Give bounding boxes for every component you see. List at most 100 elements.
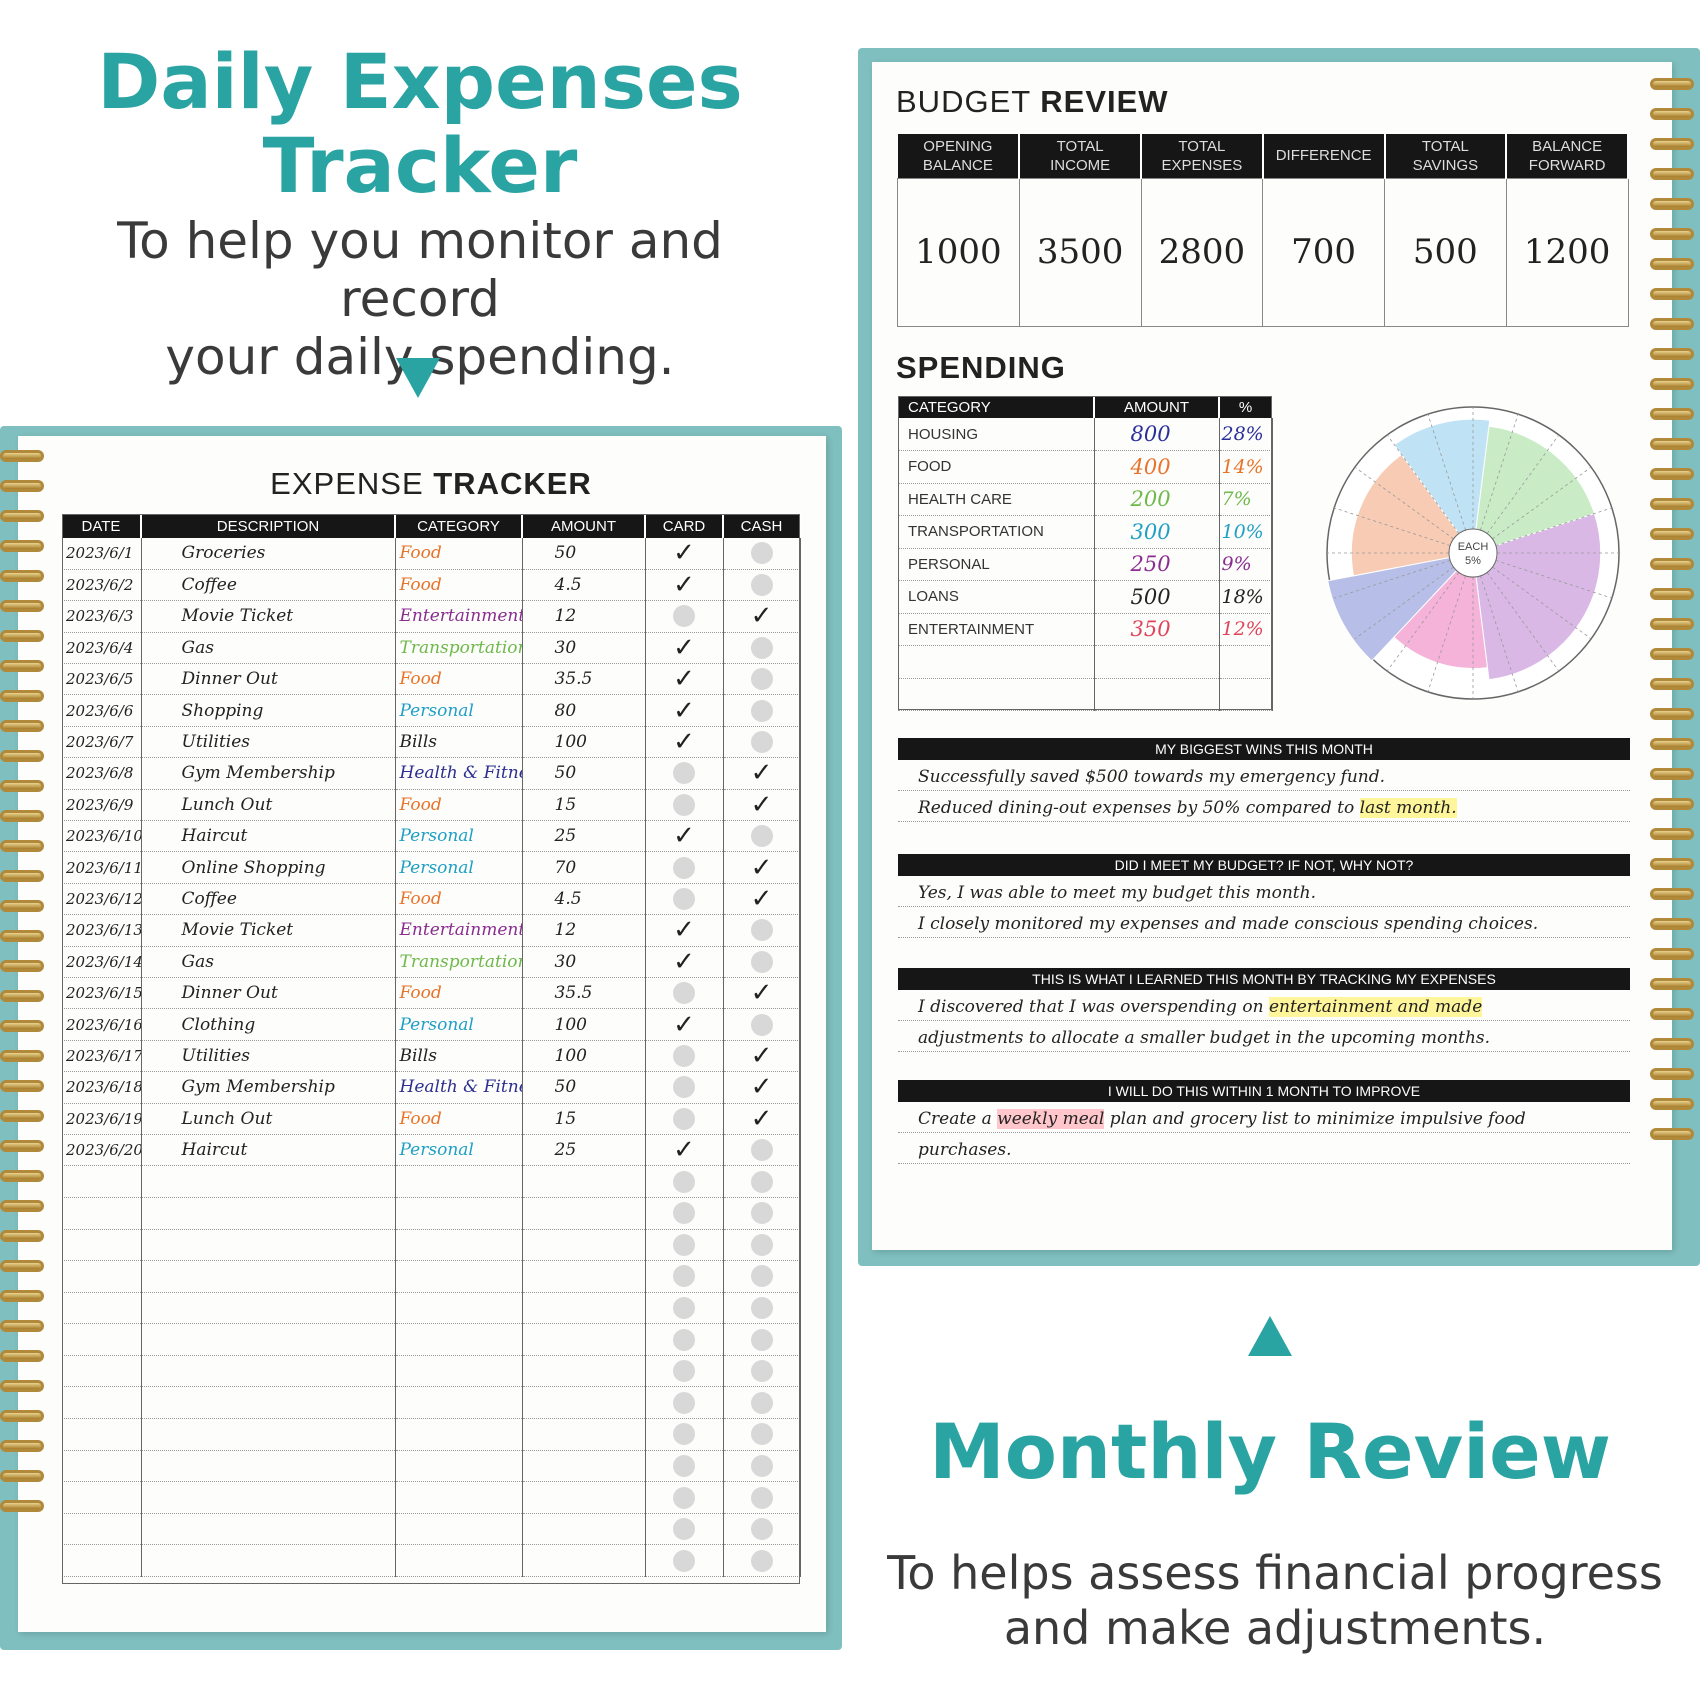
checkmark-icon: ✓ xyxy=(750,1072,773,1103)
cash-cell xyxy=(723,1544,801,1578)
empty-circle-icon xyxy=(673,1265,695,1288)
description-cell: Lunch Out xyxy=(141,789,396,822)
description-cell: Online Shopping xyxy=(141,851,396,884)
card-cell xyxy=(645,977,724,1010)
table-row: 2023/6/14 Gas Transportation 30 ✓ xyxy=(62,946,801,978)
spiral-ring-icon xyxy=(1650,288,1694,300)
section-answer-line: Successfully saved $500 towards my emerg… xyxy=(898,760,1630,791)
spending-category-cell: TRANSPORTATION xyxy=(898,515,1095,549)
empty-circle-icon xyxy=(750,574,773,597)
card-cell xyxy=(645,1040,724,1073)
spiral-ring-icon xyxy=(1650,348,1694,360)
empty-cell xyxy=(522,1544,646,1578)
empty-cell xyxy=(395,1229,523,1262)
cash-cell xyxy=(723,1229,801,1262)
empty-circle-icon xyxy=(673,605,695,628)
left-headline: Daily Expenses Tracker xyxy=(40,40,800,208)
budget-review-title: BUDGET REVIEW xyxy=(896,84,1169,120)
category-cell: Bills xyxy=(395,1040,523,1073)
highlighted-text: last month. xyxy=(1359,798,1457,818)
wheel-gridline xyxy=(1427,414,1466,531)
empty-circle-icon xyxy=(673,856,695,879)
spending-percent-cell: 9% xyxy=(1219,548,1273,581)
section-answer-line: I closely monitored my expenses and made… xyxy=(898,907,1630,938)
table-row: 2023/6/6 Shopping Personal 80 ✓ xyxy=(62,694,801,727)
spiral-ring-icon xyxy=(1650,648,1694,660)
table-row: 2023/6/2 Coffee Food 4.5 ✓ xyxy=(62,569,801,602)
empty-circle-icon xyxy=(750,731,773,754)
budget-header-line1: TOTAL xyxy=(1178,137,1226,155)
column-header: DATE xyxy=(62,514,142,538)
empty-cell xyxy=(62,1229,142,1262)
spending-category-cell: PERSONAL xyxy=(898,548,1095,581)
amount-cell: 25 xyxy=(522,1134,646,1167)
empty-circle-icon xyxy=(750,950,773,973)
cash-cell: ✓ xyxy=(723,1103,801,1135)
checkmark-icon: ✓ xyxy=(673,946,695,977)
empty-cell xyxy=(62,1260,142,1293)
empty-cell xyxy=(395,1197,523,1230)
spending-percent-cell: 14% xyxy=(1219,450,1273,484)
description-cell: Coffee xyxy=(141,569,396,602)
cash-cell: ✓ xyxy=(723,851,801,884)
spending-row: HEALTH CARE 200 7% xyxy=(898,483,1273,516)
spending-amount-cell: 500 xyxy=(1094,580,1220,614)
spiral-ring-icon xyxy=(0,1380,44,1392)
card-cell xyxy=(645,789,724,822)
empty-cell xyxy=(141,1513,396,1546)
empty-cell xyxy=(522,1450,646,1483)
empty-cell xyxy=(898,645,1095,679)
spiral-ring-icon xyxy=(0,1500,44,1512)
checkmark-icon: ✓ xyxy=(673,727,695,758)
checkmark-icon: ✓ xyxy=(673,538,695,569)
section-title-bar: MY BIGGEST WINS THIS MONTH xyxy=(898,738,1630,760)
spiral-ring-icon xyxy=(0,930,44,942)
date-cell: 2023/6/9 xyxy=(62,789,142,822)
budget-header-line2: FORWARD xyxy=(1528,156,1606,174)
answer-text: Create a xyxy=(918,1109,998,1129)
answer-text: Yes, I was able to meet my budget this m… xyxy=(918,883,1316,903)
amount-cell: 50 xyxy=(522,538,646,570)
checkmark-icon: ✓ xyxy=(673,570,695,601)
empty-circle-icon xyxy=(750,1391,773,1414)
spiral-ring-icon xyxy=(1650,828,1694,840)
table-row: 2023/6/1 Groceries Food 50 ✓ xyxy=(62,538,801,570)
table-row: 2023/6/13 Movie Ticket Entertainment 12 ✓ xyxy=(62,914,801,947)
empty-cell xyxy=(522,1323,646,1356)
spiral-ring-icon xyxy=(0,1110,44,1122)
spending-row: PERSONAL 250 9% xyxy=(898,548,1273,581)
card-cell xyxy=(645,851,724,884)
spending-column-header: AMOUNT xyxy=(1094,396,1220,418)
card-cell: ✓ xyxy=(645,569,724,602)
table-row: 2023/6/9 Lunch Out Food 15 ✓ xyxy=(62,789,801,822)
card-cell: ✓ xyxy=(645,632,724,665)
empty-circle-icon xyxy=(673,1202,695,1225)
amount-cell: 100 xyxy=(522,726,646,759)
empty-table-row xyxy=(62,1450,801,1483)
card-cell: ✓ xyxy=(645,1134,724,1167)
empty-circle-icon xyxy=(750,1549,773,1572)
empty-cell xyxy=(395,1165,523,1198)
right-subheading-line2: and make adjustments. xyxy=(1003,1601,1547,1655)
date-cell: 2023/6/3 xyxy=(62,600,142,633)
cash-cell xyxy=(723,569,801,602)
spending-wheel-chart: EACH 5% xyxy=(1326,406,1620,700)
empty-circle-icon xyxy=(673,1486,695,1509)
cash-cell xyxy=(723,914,801,947)
empty-circle-icon xyxy=(673,1549,695,1572)
cash-cell xyxy=(723,1386,801,1420)
empty-cell xyxy=(522,1513,646,1546)
spiral-ring-icon xyxy=(1650,588,1694,600)
empty-cell xyxy=(522,1165,646,1198)
amount-cell: 50 xyxy=(522,1071,646,1104)
empty-cell xyxy=(522,1197,646,1230)
section-answer-line: Reduced dining-out expenses by 50% compa… xyxy=(898,791,1630,822)
cash-cell xyxy=(723,663,801,696)
spending-amount-cell: 350 xyxy=(1094,613,1220,646)
empty-cell xyxy=(141,1292,396,1325)
category-cell: Food xyxy=(395,1103,523,1135)
budget-header-line2: SAVINGS xyxy=(1412,156,1479,174)
wheel-gridline xyxy=(1334,560,1451,599)
amount-cell: 50 xyxy=(522,757,646,790)
budget-review-table: OPENING BALANCE TOTAL INCOME TOTAL EXPENSES DI… xyxy=(897,134,1629,327)
